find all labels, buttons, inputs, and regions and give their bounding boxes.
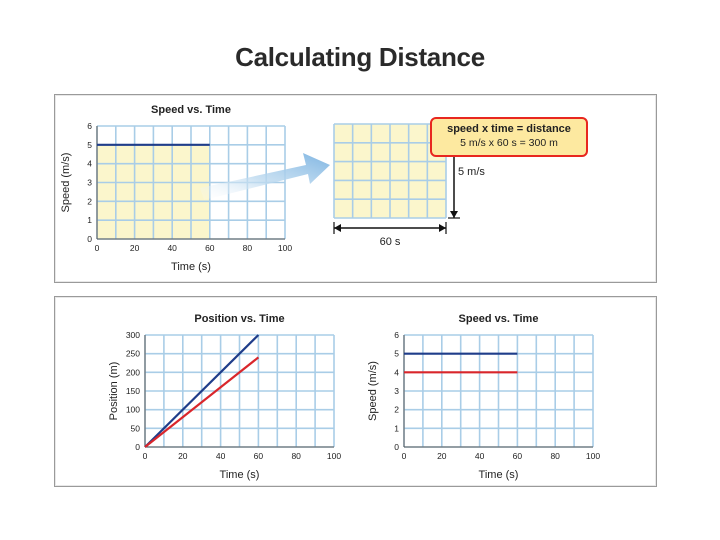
- speed-bottom-x-label: Time (s): [479, 469, 519, 481]
- formula-line-1: speed x time = distance: [447, 123, 571, 135]
- speed-top-y-tick-label: 2: [87, 196, 92, 206]
- speed-top-x-label: Time (s): [171, 261, 211, 273]
- speed-top-y-tick-label: 0: [87, 234, 92, 244]
- speed-top-y-tick-label: 6: [87, 121, 92, 131]
- speed-top-title: Speed vs. Time: [151, 104, 231, 116]
- position-series-red: [144, 356, 260, 448]
- formula-box: speed x time = distance 5 m/s x 60 s = 3…: [430, 117, 588, 157]
- speed-bottom-x-tick-label: 20: [437, 451, 447, 461]
- position-series-blue: [144, 334, 260, 448]
- speed-bottom-x-tick-label: 0: [402, 451, 407, 461]
- speed-bottom-title: Speed vs. Time: [459, 313, 539, 325]
- speed-top-x-tick-label: 100: [278, 243, 292, 253]
- speed-bottom-y-tick-label: 3: [394, 386, 399, 396]
- position-y-tick-label: 150: [126, 386, 140, 396]
- speed-top-x-tick-label: 80: [243, 243, 253, 253]
- speed-bottom-x-tick-label: 100: [586, 451, 600, 461]
- speed-bottom-y-tick-label: 5: [394, 349, 399, 359]
- position-y-tick-label: 100: [126, 405, 140, 415]
- position-x-label: Time (s): [220, 469, 260, 481]
- speed-top-y-tick-label: 3: [87, 178, 92, 188]
- speed-bottom-y-tick-label: 6: [394, 330, 399, 340]
- position-y-tick-label: 50: [131, 423, 141, 433]
- width-arrowhead-left: [334, 224, 341, 232]
- speed-bottom-y-tick-label: 0: [394, 442, 399, 452]
- position-x-tick-label: 40: [216, 451, 226, 461]
- speed-top-x-tick-label: 0: [95, 243, 100, 253]
- position-x-tick-label: 0: [143, 451, 148, 461]
- position-x-tick-label: 80: [291, 451, 301, 461]
- position-y-tick-label: 200: [126, 367, 140, 377]
- speed-bottom-y-tick-label: 2: [394, 405, 399, 415]
- speed-top-x-tick-label: 60: [205, 243, 215, 253]
- speed-bottom-x-tick-label: 40: [475, 451, 485, 461]
- speed-top-x-tick-label: 20: [130, 243, 140, 253]
- speed-top-y-tick-label: 4: [87, 159, 92, 169]
- transfer-arrow-icon: [200, 153, 330, 200]
- formula-line-2: 5 m/s x 60 s = 300 m: [460, 137, 558, 149]
- position-title: Position vs. Time: [194, 313, 284, 325]
- position-y-tick-label: 250: [126, 349, 140, 359]
- position-x-tick-label: 100: [327, 451, 341, 461]
- height-label: 5 m/s: [458, 166, 485, 178]
- position-y-tick-label: 0: [135, 442, 140, 452]
- speed-bottom-x-tick-label: 60: [513, 451, 523, 461]
- position-y-label: Position (m): [108, 362, 120, 421]
- slide-title: Calculating Distance: [235, 42, 485, 72]
- speed-bottom-y-tick-label: 4: [394, 367, 399, 377]
- position-y-tick-label: 300: [126, 330, 140, 340]
- speed-top-y-tick-label: 5: [87, 140, 92, 150]
- speed-bottom-y-label: Speed (m/s): [367, 361, 379, 421]
- height-arrowhead-bottom: [450, 211, 458, 218]
- speed-top-y-label: Speed (m/s): [60, 153, 72, 213]
- position-x-tick-label: 20: [178, 451, 188, 461]
- speed-bottom-x-tick-label: 80: [550, 451, 560, 461]
- speed-top-y-tick-label: 1: [87, 215, 92, 225]
- width-arrowhead-right: [439, 224, 446, 232]
- speed-top-x-tick-label: 40: [167, 243, 177, 253]
- width-label: 60 s: [380, 236, 401, 248]
- speed-bottom-y-tick-label: 1: [394, 423, 399, 433]
- position-x-tick-label: 60: [254, 451, 264, 461]
